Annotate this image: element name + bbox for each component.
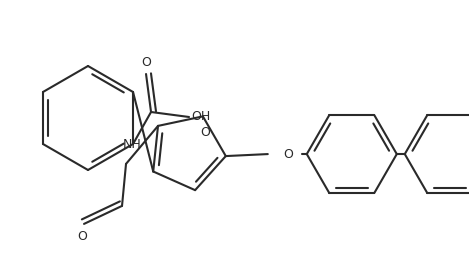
- Text: O: O: [200, 126, 210, 139]
- Text: NH: NH: [122, 138, 141, 151]
- Text: O: O: [77, 230, 87, 243]
- Text: OH: OH: [191, 110, 210, 123]
- Text: O: O: [141, 56, 151, 69]
- Text: O: O: [283, 147, 293, 161]
